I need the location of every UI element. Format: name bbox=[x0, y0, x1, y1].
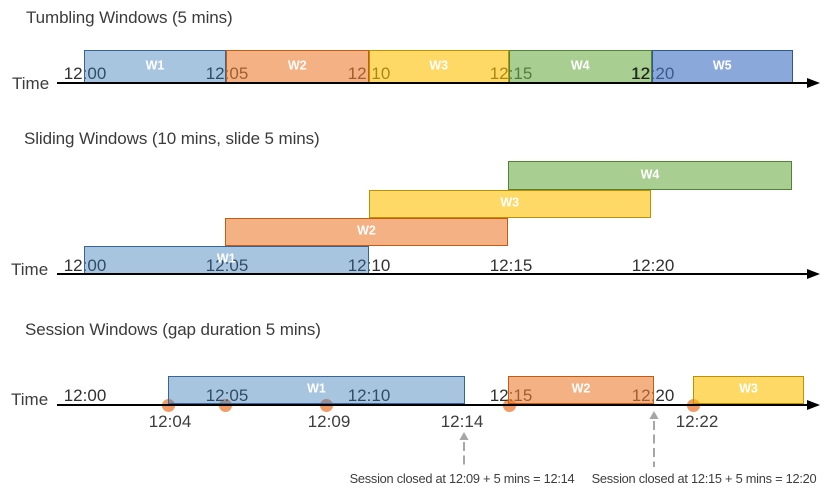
window-label-w4-tumbling: W4 bbox=[570, 58, 590, 73]
tick-label: 12:00 bbox=[63, 255, 107, 275]
window-label-w1-session: W1 bbox=[307, 381, 326, 396]
event-time-label: 12:22 bbox=[675, 412, 719, 431]
window-box-w2-session bbox=[508, 376, 654, 404]
tick-label: 12:00 bbox=[63, 386, 107, 405]
session-annotation: Session closed at 12:15 + 5 mins = 12:20 bbox=[591, 470, 817, 486]
section-title-sliding: Sliding Windows (10 mins, slide 5 mins) bbox=[24, 129, 320, 148]
window-label-w4-sliding: W4 bbox=[640, 167, 660, 181]
event-time-label: 12:14 bbox=[440, 412, 484, 431]
axis-label-sliding: Time bbox=[11, 259, 49, 279]
window-box-w2-sliding bbox=[225, 218, 508, 246]
window-box-w3-session bbox=[693, 376, 804, 404]
timeline-arrowhead-session bbox=[807, 400, 820, 411]
tick-label-overlay-dark: 12 bbox=[631, 64, 650, 83]
timeline-arrowhead-sliding bbox=[807, 269, 820, 280]
window-box-w1-sliding bbox=[84, 246, 369, 275]
tick-label: 12:05 bbox=[205, 255, 249, 275]
session-close-arrow bbox=[649, 411, 659, 467]
window-label-w1-tumbling: W1 bbox=[145, 58, 165, 73]
window-label-w2-tumbling: W2 bbox=[287, 58, 307, 73]
arrow-up-head-icon bbox=[459, 432, 469, 440]
window-box-w1-tumbling bbox=[84, 50, 226, 84]
section-title-session: Session Windows (gap duration 5 mins) bbox=[25, 319, 321, 339]
timeline-tumbling bbox=[57, 81, 808, 84]
event-time-label: 12:09 bbox=[307, 412, 351, 431]
window-label-w2-session: W2 bbox=[571, 381, 591, 396]
window-box-w4-sliding bbox=[508, 161, 792, 190]
window-box-w3-sliding bbox=[368, 190, 651, 218]
timeline-sliding bbox=[57, 273, 808, 276]
window-label-w3-tumbling: W3 bbox=[429, 58, 449, 73]
window-label-w2-sliding: W2 bbox=[357, 223, 376, 238]
arrow-up-head-icon bbox=[649, 411, 659, 419]
timeline-arrowhead-tumbling bbox=[807, 77, 820, 88]
session-close-arrow bbox=[459, 432, 469, 467]
window-label-w5-tumbling: W5 bbox=[712, 58, 732, 73]
window-label-w1-sliding: W1 bbox=[216, 251, 236, 266]
tick-label: 12:10 bbox=[347, 255, 391, 275]
tick-label: 12:20 bbox=[631, 255, 675, 275]
timeline-session bbox=[57, 404, 808, 407]
section-title-tumbling: Tumbling Windows (5 mins) bbox=[26, 8, 233, 27]
axis-label-tumbling: Time bbox=[12, 74, 50, 93]
window-label-w3-sliding: W3 bbox=[500, 195, 520, 210]
tick-label: 12:10 bbox=[347, 386, 391, 405]
session-annotation: Session closed at 12:09 + 5 mins = 12:14 bbox=[349, 470, 575, 486]
window-box-w1-session bbox=[168, 376, 465, 404]
tick-label: 12:15 bbox=[489, 255, 533, 275]
window-box-w3-tumbling bbox=[368, 50, 509, 84]
axis-label-session: Time bbox=[11, 389, 49, 409]
tick-label: 12:05 bbox=[205, 386, 249, 405]
tick-label: 12:00 bbox=[63, 64, 107, 83]
event-time-label: 12:04 bbox=[148, 412, 192, 431]
window-label-w3-session: W3 bbox=[739, 381, 758, 396]
